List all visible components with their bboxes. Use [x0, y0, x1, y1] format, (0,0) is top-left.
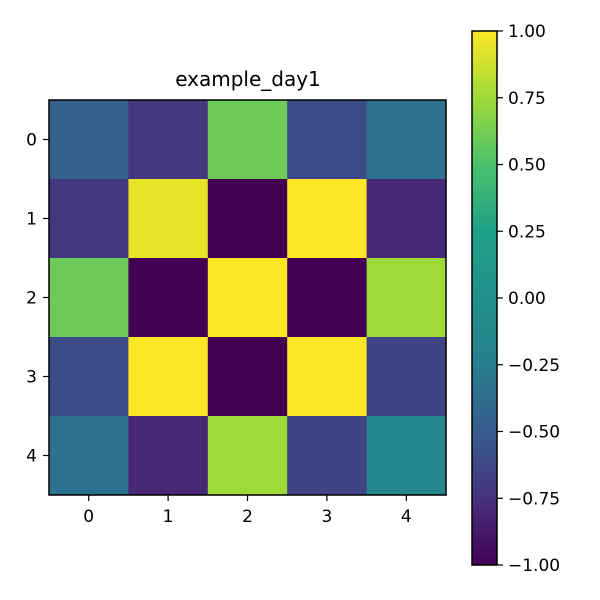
- heatmap-cell-0-4: [366, 100, 447, 180]
- heatmap-cell-2-1: [128, 258, 209, 338]
- heatmap-cell-1-1: [128, 179, 209, 259]
- x-tick-label: 3: [321, 507, 332, 527]
- x-axis: 0 1 2 3 4: [83, 495, 412, 527]
- heatmap-cell-4-4: [366, 416, 447, 496]
- x-tick-label: 1: [163, 507, 174, 527]
- heatmap-cell-0-3: [287, 100, 368, 180]
- colorbar-tick-label: −0.75: [508, 489, 560, 509]
- heatmap-cell-3-1: [128, 337, 209, 417]
- heatmap-cell-2-2: [207, 258, 288, 338]
- heatmap-cell-4-3: [287, 416, 368, 496]
- y-tick-label: 0: [26, 131, 37, 151]
- heatmap-cell-0-0: [49, 100, 129, 180]
- heatmap-cell-2-4: [366, 258, 447, 338]
- heatmap-cell-2-0: [49, 258, 129, 338]
- y-axis: 0 1 2 3 4: [26, 131, 49, 467]
- x-tick-label: 0: [83, 507, 94, 527]
- colorbar: [471, 30, 498, 566]
- colorbar-tick-label: 0.75: [508, 89, 546, 109]
- heatmap-cell-4-1: [128, 416, 209, 496]
- colorbar-tick-label: 0.00: [508, 289, 546, 309]
- x-tick-label: 4: [401, 507, 412, 527]
- heatmap-cell-1-0: [49, 179, 129, 259]
- heatmap-cell-1-4: [366, 179, 447, 259]
- heatmap-cell-4-0: [49, 416, 129, 496]
- heatmap-cell-4-2: [207, 416, 288, 496]
- colorbar-tick-label: 0.50: [508, 156, 546, 176]
- colorbar-tick-label: −1.00: [508, 556, 560, 576]
- colorbar-tick-label: −0.25: [508, 356, 560, 376]
- x-tick-label: 2: [242, 507, 253, 527]
- y-tick-label: 1: [26, 210, 37, 230]
- colorbar-tick-label: 1.00: [508, 22, 546, 42]
- heatmap-cell-0-2: [207, 100, 288, 180]
- heatmap-cell-2-3: [287, 258, 368, 338]
- heatmap-cells: [49, 100, 447, 496]
- y-tick-label: 3: [26, 368, 37, 388]
- heatmap-cell-3-2: [207, 337, 288, 417]
- y-tick-label: 4: [26, 447, 37, 467]
- colorbar-axis: 1.00 0.75 0.50 0.25 0.00 −0.25 −0.50 −0.75 −1.00: [497, 22, 560, 576]
- heatmap-cell-3-3: [287, 337, 368, 417]
- heatmap-cell-3-4: [366, 337, 447, 417]
- colorbar-tick-label: −0.50: [508, 423, 560, 443]
- heatmap-cell-1-2: [207, 179, 288, 259]
- heatmap-cell-1-3: [287, 179, 368, 259]
- y-tick-label: 2: [26, 289, 37, 309]
- chart-title: example_day1: [175, 67, 321, 91]
- heatmap-cell-0-1: [128, 100, 209, 180]
- heatmap-cell-3-0: [49, 337, 129, 417]
- colorbar-tick-label: 0.25: [508, 222, 546, 242]
